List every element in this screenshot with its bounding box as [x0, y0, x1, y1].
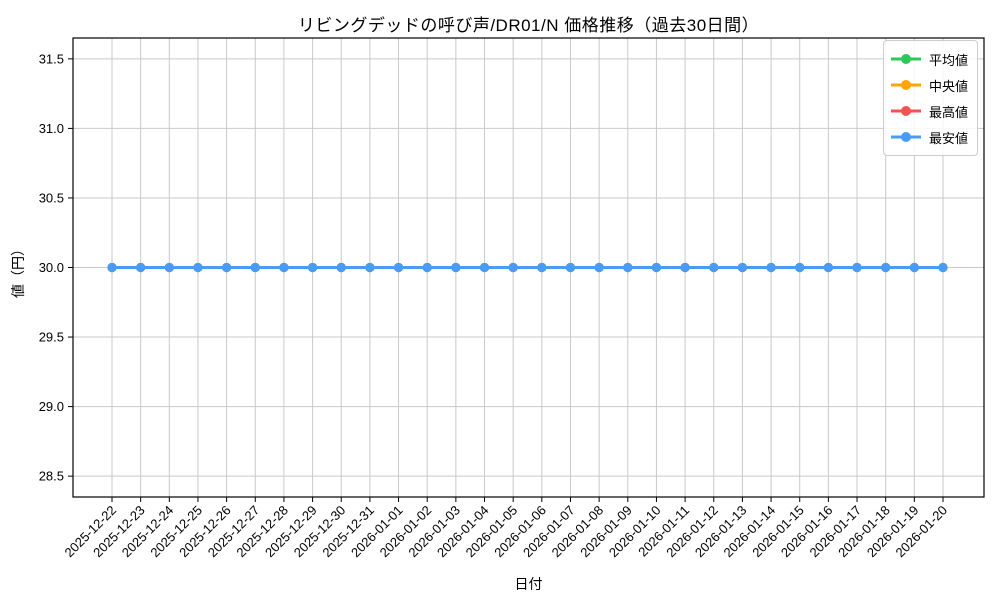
legend-item-lowest: 最安値	[891, 124, 968, 150]
y-axis-label: 値（円）	[10, 242, 26, 298]
series-marker-lowest	[709, 262, 719, 273]
series-marker-lowest	[250, 262, 260, 273]
legend: 平均値中央値最高値最安値	[883, 40, 979, 156]
plot-border	[72, 37, 985, 498]
series-marker-lowest	[393, 262, 404, 273]
series-lowest	[107, 262, 948, 273]
x-axis-label: 日付	[514, 576, 543, 592]
legend-item-average: 平均値	[891, 46, 968, 72]
series-marker-lowest	[365, 262, 375, 273]
legend-marker-lowest	[891, 132, 921, 142]
legend-label-highest: 最高値	[929, 104, 969, 120]
series-marker-lowest	[136, 262, 146, 273]
series-marker-lowest	[766, 262, 776, 273]
series-marker-lowest	[823, 262, 833, 273]
y-tick-label: 29.5	[39, 330, 64, 345]
y-tick-label: 31.0	[39, 121, 64, 136]
series-marker-lowest	[479, 262, 490, 273]
legend-marker-median	[891, 80, 921, 90]
legend-label-average: 平均値	[929, 52, 969, 68]
series-marker-lowest	[737, 262, 748, 273]
legend-item-median: 中央値	[891, 72, 968, 98]
chart-title: リビングデッドの呼び声/DR01/N 価格推移（過去30日間）	[297, 16, 760, 35]
series-marker-lowest	[938, 262, 948, 273]
series-marker-lowest	[537, 262, 547, 273]
series-marker-lowest	[107, 262, 117, 273]
y-tick-label: 29.0	[39, 399, 64, 414]
series-marker-lowest	[451, 262, 461, 273]
series-marker-lowest	[795, 262, 805, 273]
y-tick-label: 31.5	[39, 51, 64, 66]
y-tick-label: 30.5	[39, 190, 64, 205]
series-marker-lowest	[336, 262, 346, 273]
legend-marker-highest	[891, 106, 921, 116]
y-tick-label: 30.0	[39, 260, 64, 275]
legend-label-median: 中央値	[929, 78, 969, 94]
series-marker-lowest	[307, 262, 318, 273]
series-marker-lowest	[594, 262, 604, 273]
series-marker-lowest	[680, 262, 690, 273]
series-marker-lowest	[852, 262, 862, 273]
legend-item-highest: 最高値	[891, 98, 968, 124]
series-marker-lowest	[909, 262, 919, 273]
series-marker-lowest	[623, 262, 633, 273]
series-marker-lowest	[651, 262, 662, 273]
series-marker-lowest	[565, 262, 576, 273]
series-marker-lowest	[193, 262, 203, 273]
series-marker-lowest	[422, 262, 432, 273]
axis-ticks	[68, 58, 944, 502]
series-marker-lowest	[508, 262, 518, 273]
series-marker-lowest	[164, 262, 174, 273]
series-marker-lowest	[222, 262, 232, 273]
legend-label-lowest: 最安値	[929, 130, 969, 146]
y-tick-label: 28.5	[39, 469, 64, 484]
series-marker-lowest	[279, 262, 289, 273]
series-marker-lowest	[881, 262, 891, 273]
legend-marker-average	[891, 54, 921, 64]
